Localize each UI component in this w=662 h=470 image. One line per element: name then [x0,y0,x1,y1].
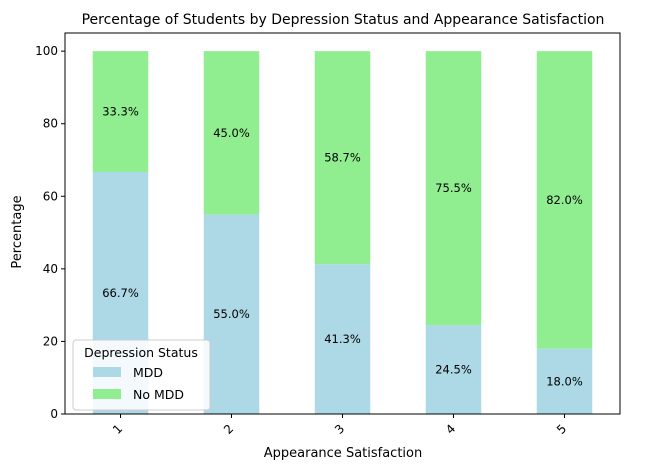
x-tick-label-1: 1 [110,422,125,437]
bar-mdd-2 [203,214,260,414]
data-label-mdd-2: 55.0% [213,307,250,321]
data-label-mdd-5: 18.0% [546,374,583,388]
bar-no-mdd-3 [314,51,371,265]
x-tick-label-4: 4 [443,422,458,437]
legend-label-mdd: MDD [133,365,163,380]
y-tick-label-60: 60 [43,189,58,203]
data-label-no-mdd-2: 45.0% [213,126,250,140]
bar-no-mdd-4 [425,51,482,326]
bar-mdd-5 [536,348,593,414]
x-tick-label-5: 5 [554,422,569,437]
legend-swatch-mdd [93,367,121,377]
x-tick-label-3: 3 [332,422,347,437]
bar-no-mdd-5 [536,51,593,349]
y-tick-label-80: 80 [43,117,58,131]
legend-title: Depression Status [84,345,198,360]
data-label-mdd-1: 66.7% [102,286,139,300]
bar-mdd-4 [425,325,482,414]
data-label-mdd-3: 41.3% [324,332,361,346]
x-tick-label-2: 2 [221,422,236,437]
y-tick-label-40: 40 [43,262,58,276]
data-label-no-mdd-1: 33.3% [102,105,139,119]
data-label-mdd-4: 24.5% [435,363,472,377]
bar-mdd-3 [314,264,371,414]
legend-label-no-mdd: No MDD [133,387,184,402]
legend: Depression Status MDD No MDD [72,339,211,411]
bar-no-mdd-2 [203,51,260,215]
y-tick-label-100: 100 [35,44,58,58]
y-tick-label-0: 0 [50,407,58,421]
legend-swatch-no-mdd [93,389,121,399]
x-axis-label: Appearance Satisfaction [264,446,422,461]
y-axis-label: Percentage [10,195,25,268]
bar-no-mdd-1 [92,51,149,172]
y-tick-label-20: 20 [43,334,58,348]
plot-area: 66.7% 33.3% 55.0% 45.0% 41.3% 58.7% 24.5% 75.5%… [35,32,621,437]
data-label-no-mdd-3: 58.7% [324,151,361,165]
data-label-no-mdd-5: 82.0% [546,193,583,207]
data-label-no-mdd-4: 75.5% [435,181,472,195]
chart-title: Percentage of Students by Depression Sta… [82,12,605,28]
